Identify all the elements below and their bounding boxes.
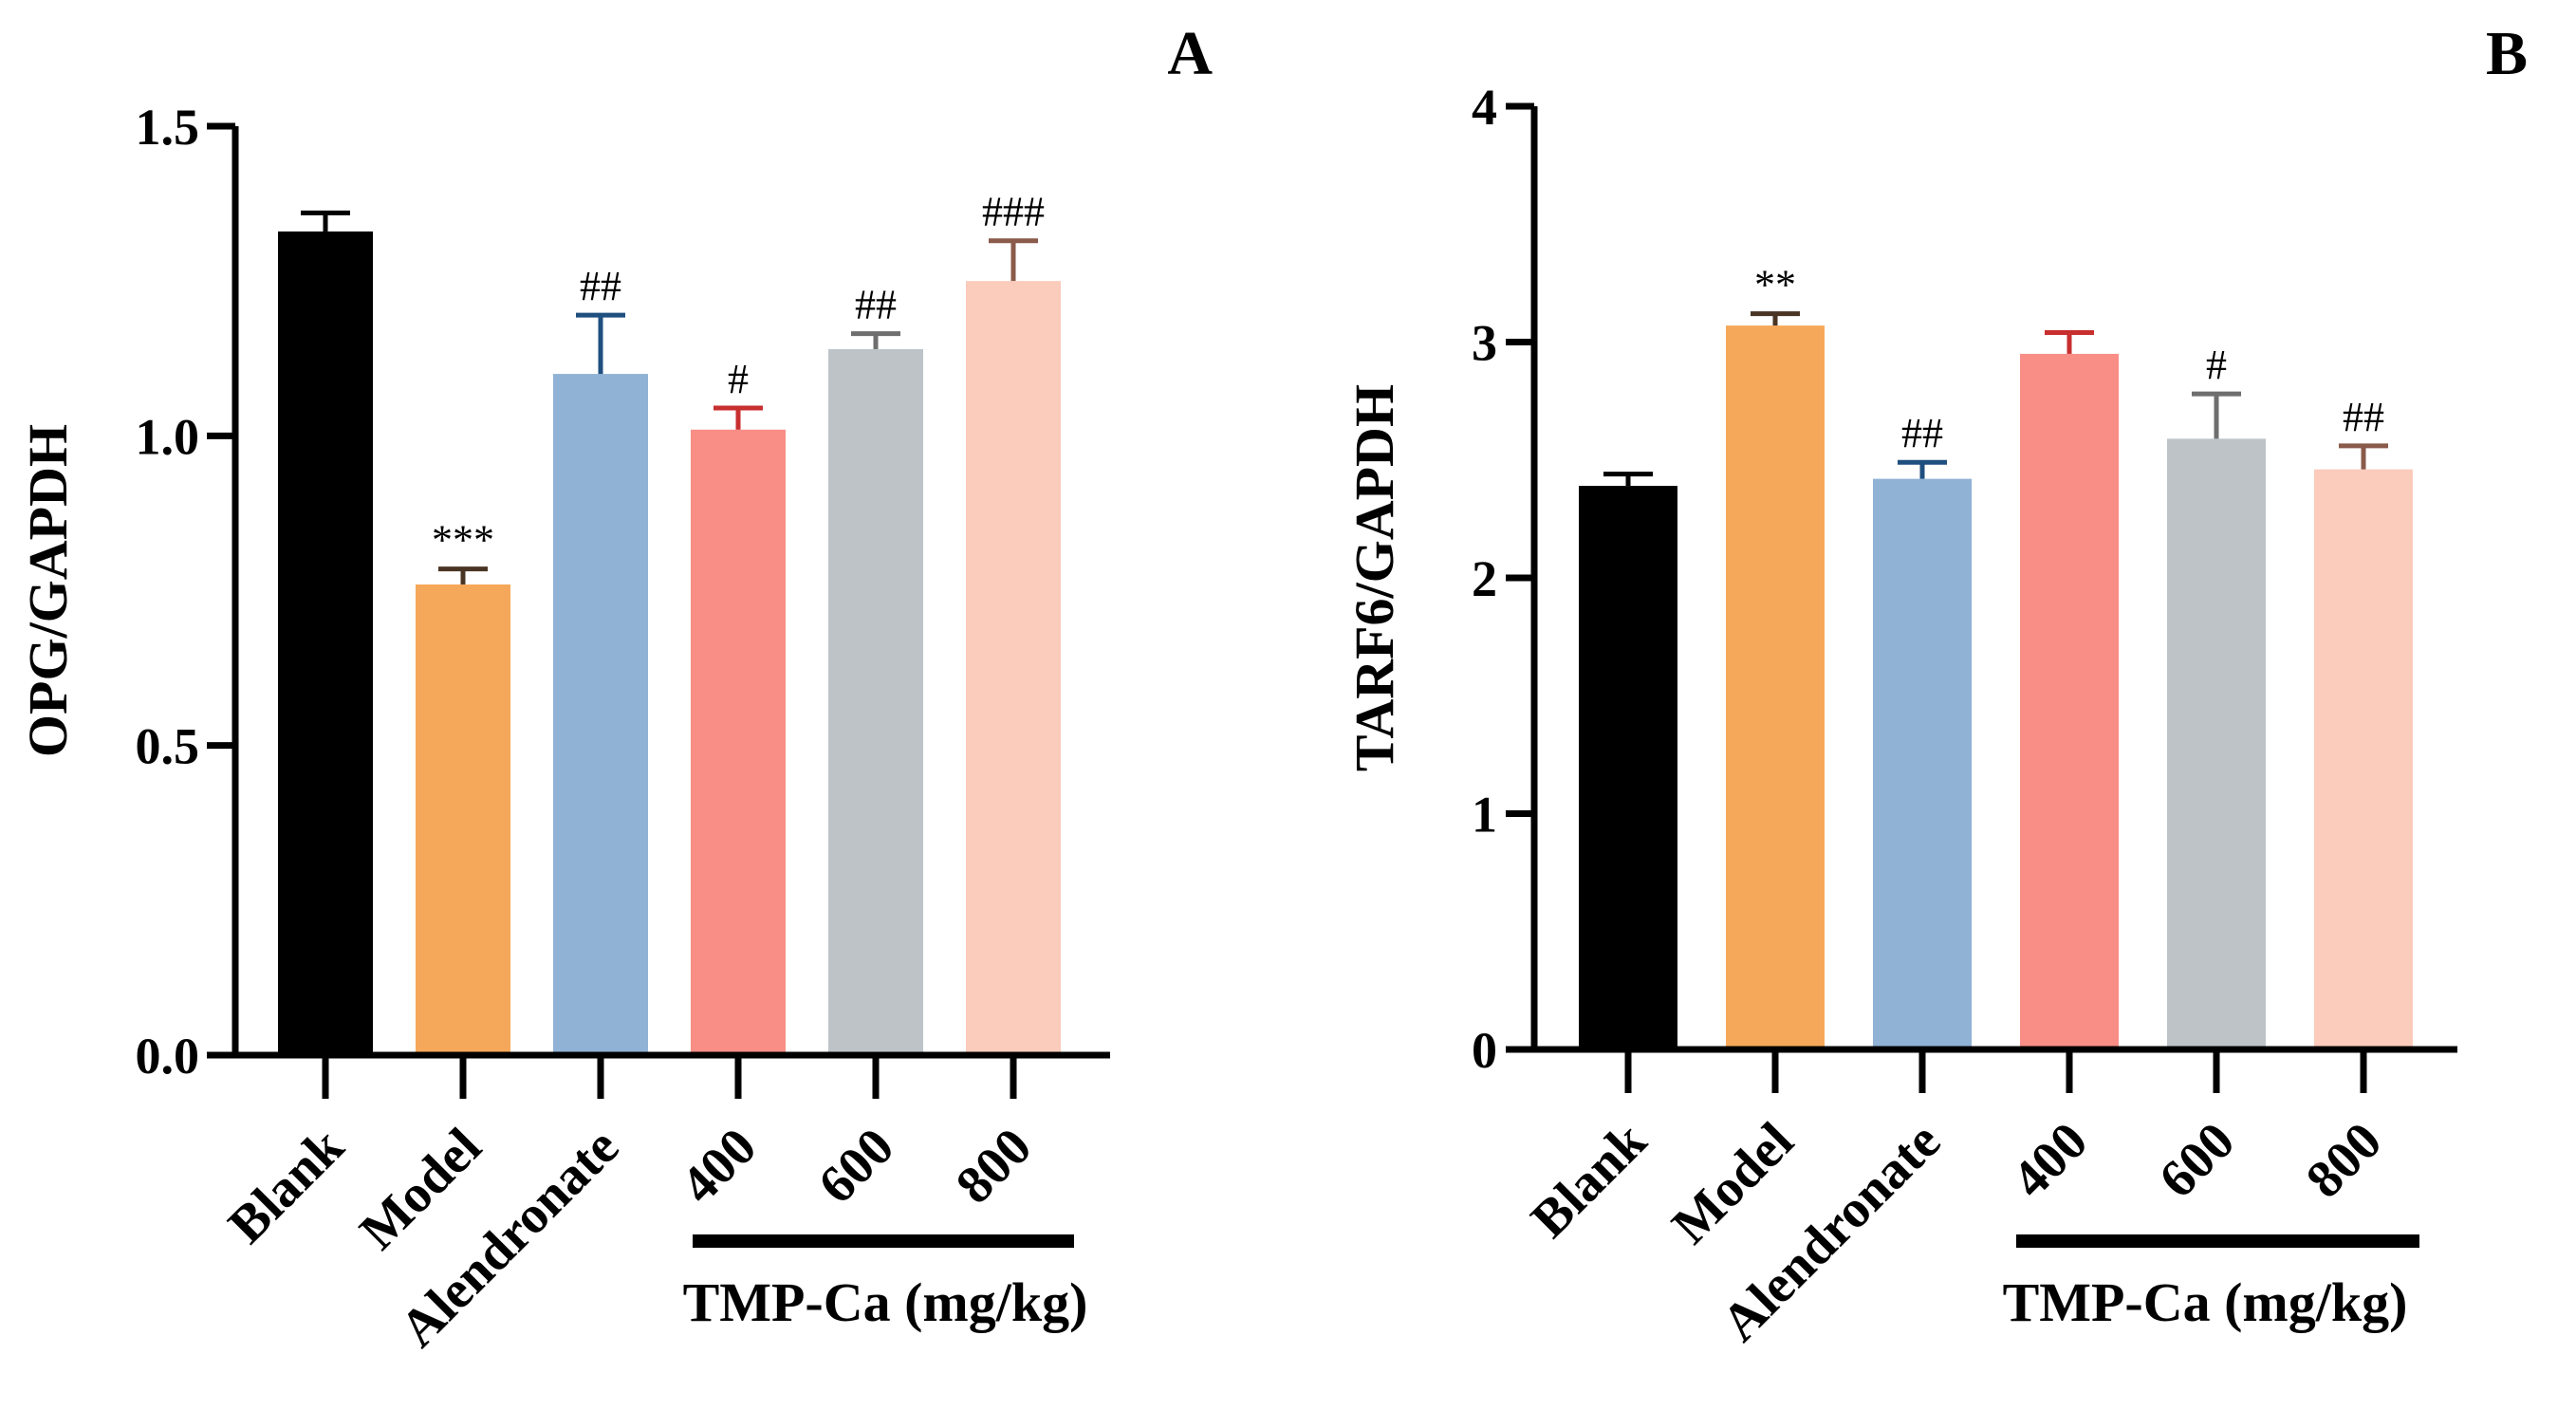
bar-600: [828, 348, 923, 1056]
bar-800: [2314, 469, 2413, 1049]
x-tick-label-600: 600: [807, 1117, 905, 1215]
bar-blank: [1579, 486, 1677, 1049]
y-tick-label: 0: [1472, 1022, 1497, 1079]
bar-alendronate: [1873, 478, 1972, 1049]
bar-400: [691, 429, 786, 1056]
bar-800: [966, 281, 1061, 1056]
bar-400: [2020, 353, 2119, 1049]
x-tick-label-blank: Blank: [217, 1117, 356, 1255]
x-tick-label-400: 400: [2001, 1111, 2099, 1209]
y-tick-label: 2: [1472, 550, 1497, 607]
significance-label: ##: [580, 263, 621, 309]
significance-label: ***: [432, 517, 494, 564]
significance-label: ##: [855, 282, 897, 328]
y-tick-label: 1: [1472, 787, 1497, 844]
x-tick-label-model: Model: [1661, 1111, 1806, 1255]
y-tick-label: 1.0: [136, 408, 200, 465]
x-tick-label-600: 600: [2148, 1111, 2246, 1209]
x-tick-label-400: 400: [670, 1117, 768, 1215]
panel-letter: B: [2486, 19, 2528, 88]
significance-label: ##: [1901, 410, 1943, 456]
bar-model: [416, 584, 510, 1055]
significance-label: #: [2206, 342, 2227, 388]
x-tick-label-blank: Blank: [1520, 1111, 1659, 1250]
significance-label: **: [1754, 262, 1796, 308]
bar-blank: [278, 231, 373, 1055]
y-tick-label: 3: [1472, 315, 1497, 372]
bar-model: [1726, 325, 1825, 1050]
y-axis-label: OPG/GAPDH: [17, 424, 79, 757]
y-tick-label: 4: [1472, 79, 1497, 136]
x-tick-label-800: 800: [2295, 1111, 2393, 1209]
bar-alendronate: [553, 374, 648, 1056]
bar-600: [2167, 438, 2266, 1049]
y-tick-label: 0.0: [136, 1028, 200, 1085]
y-tick-label: 0.5: [136, 718, 200, 775]
panel-letter: A: [1167, 19, 1213, 88]
significance-label: #: [728, 356, 749, 402]
y-tick-label: 1.5: [136, 99, 200, 156]
y-axis-label: TARF6/GAPDH: [1344, 384, 1405, 771]
group-label: TMP-Ca (mg/kg): [2003, 1271, 2408, 1333]
significance-label: ##: [2343, 394, 2384, 440]
x-tick-label-800: 800: [945, 1117, 1043, 1215]
significance-label: ###: [982, 189, 1045, 235]
group-label: TMP-Ca (mg/kg): [683, 1271, 1088, 1333]
